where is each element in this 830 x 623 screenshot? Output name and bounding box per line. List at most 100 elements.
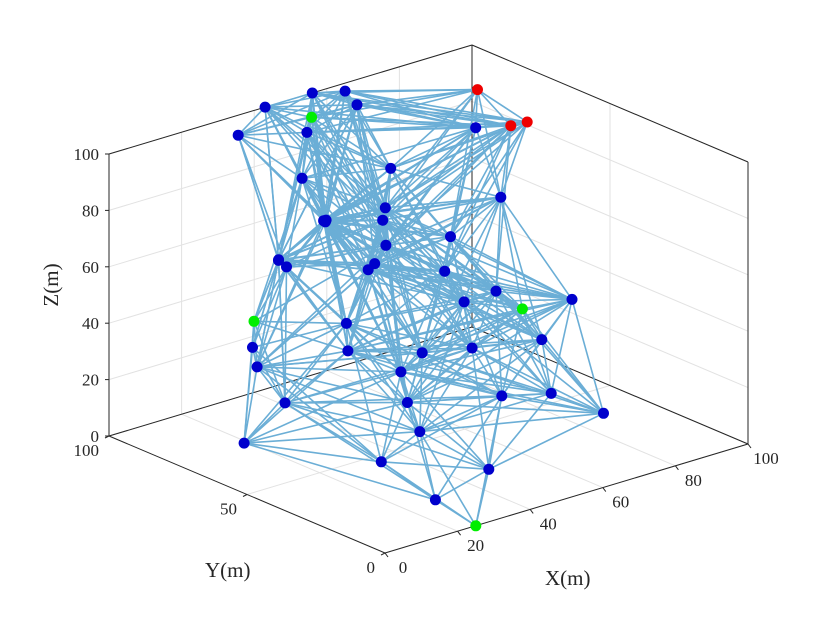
link-line bbox=[277, 117, 313, 260]
link-line bbox=[346, 322, 423, 354]
link-line bbox=[500, 197, 524, 310]
link-line bbox=[347, 350, 421, 433]
link-line bbox=[390, 89, 479, 169]
link-line bbox=[471, 347, 604, 415]
link-line bbox=[475, 469, 490, 526]
link-line bbox=[444, 196, 502, 272]
link-line bbox=[264, 106, 312, 119]
link-line bbox=[243, 401, 408, 444]
node-point bbox=[414, 426, 426, 438]
node-point bbox=[377, 214, 389, 226]
z-axis-label: Z(m) bbox=[39, 263, 63, 306]
link-line bbox=[390, 126, 477, 170]
link-line bbox=[384, 207, 423, 353]
link-line bbox=[476, 89, 502, 198]
link-line bbox=[277, 259, 286, 403]
link-line bbox=[443, 121, 528, 272]
x-tick-label: 80 bbox=[685, 471, 702, 490]
axis-box-edge bbox=[384, 443, 749, 554]
link-line bbox=[311, 116, 392, 170]
link-line bbox=[400, 371, 502, 397]
link-line bbox=[345, 323, 383, 462]
link-line bbox=[434, 395, 503, 501]
link-line bbox=[390, 167, 502, 198]
x-tick-mark bbox=[529, 509, 534, 514]
link-line bbox=[471, 298, 573, 349]
node-point bbox=[598, 407, 609, 419]
z-tick-label: 20 bbox=[82, 371, 99, 390]
link-line bbox=[251, 346, 382, 463]
link-line bbox=[385, 127, 477, 246]
node-point bbox=[490, 285, 502, 297]
network-nodes bbox=[232, 84, 609, 532]
link-line bbox=[471, 347, 552, 395]
node-point bbox=[273, 254, 285, 266]
link-line bbox=[571, 299, 605, 414]
node-point bbox=[496, 390, 508, 402]
link-line bbox=[380, 395, 503, 463]
link-line bbox=[384, 207, 446, 272]
node-point bbox=[521, 116, 533, 128]
link-line bbox=[522, 298, 573, 310]
link-line bbox=[310, 116, 387, 246]
node-point bbox=[251, 361, 263, 373]
link-line bbox=[495, 125, 512, 292]
link-line bbox=[345, 322, 409, 403]
link-line bbox=[253, 259, 280, 322]
node-point bbox=[259, 101, 271, 113]
node-point bbox=[301, 126, 313, 138]
link-line bbox=[345, 88, 478, 92]
node-point bbox=[470, 520, 482, 532]
axis-box-edge bbox=[471, 326, 749, 445]
link-line bbox=[463, 301, 552, 394]
node-point bbox=[306, 87, 318, 99]
link-line bbox=[389, 168, 446, 272]
node-point bbox=[279, 397, 291, 409]
link-line bbox=[310, 116, 386, 209]
link-line bbox=[422, 347, 473, 354]
link-line bbox=[406, 290, 497, 403]
link-line bbox=[385, 196, 501, 209]
link-line bbox=[243, 322, 348, 444]
network-links bbox=[237, 88, 605, 527]
link-line bbox=[435, 468, 490, 501]
link-line bbox=[345, 244, 387, 324]
link-line bbox=[406, 401, 490, 470]
link-line bbox=[488, 392, 552, 470]
link-line bbox=[421, 352, 503, 397]
link-line bbox=[382, 219, 446, 272]
link-line bbox=[384, 125, 512, 209]
node-point bbox=[375, 456, 387, 468]
link-line bbox=[310, 116, 384, 221]
link-line bbox=[541, 339, 552, 394]
link-line bbox=[356, 104, 392, 169]
link-line bbox=[256, 350, 349, 368]
node-point bbox=[238, 437, 250, 449]
link-line bbox=[243, 350, 349, 444]
grid-line bbox=[471, 213, 749, 332]
link-line bbox=[380, 430, 421, 463]
node-point bbox=[281, 261, 292, 273]
link-line bbox=[306, 121, 528, 134]
link-line bbox=[367, 269, 473, 349]
link-line bbox=[463, 301, 503, 397]
link-line bbox=[385, 244, 473, 349]
link-line bbox=[310, 116, 376, 264]
link-line bbox=[253, 320, 347, 325]
link-line bbox=[450, 235, 573, 301]
link-line bbox=[244, 430, 420, 444]
node-point bbox=[466, 342, 478, 354]
link-line bbox=[488, 412, 604, 471]
node-point bbox=[232, 129, 244, 141]
node-point bbox=[340, 317, 352, 329]
link-line bbox=[325, 219, 348, 324]
link-line bbox=[251, 259, 280, 348]
link-line bbox=[253, 178, 303, 322]
z-tick-label: 100 bbox=[74, 145, 100, 164]
x-tick-mark bbox=[457, 530, 462, 536]
link-line bbox=[325, 127, 477, 221]
link-line bbox=[550, 392, 604, 415]
link-line bbox=[284, 347, 473, 404]
